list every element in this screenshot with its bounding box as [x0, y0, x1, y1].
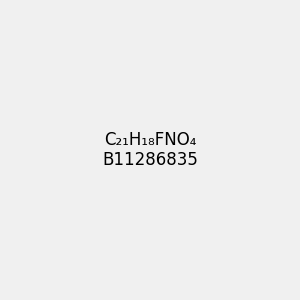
- Text: C₂₁H₁₈FNO₄
B11286835: C₂₁H₁₈FNO₄ B11286835: [102, 130, 198, 170]
